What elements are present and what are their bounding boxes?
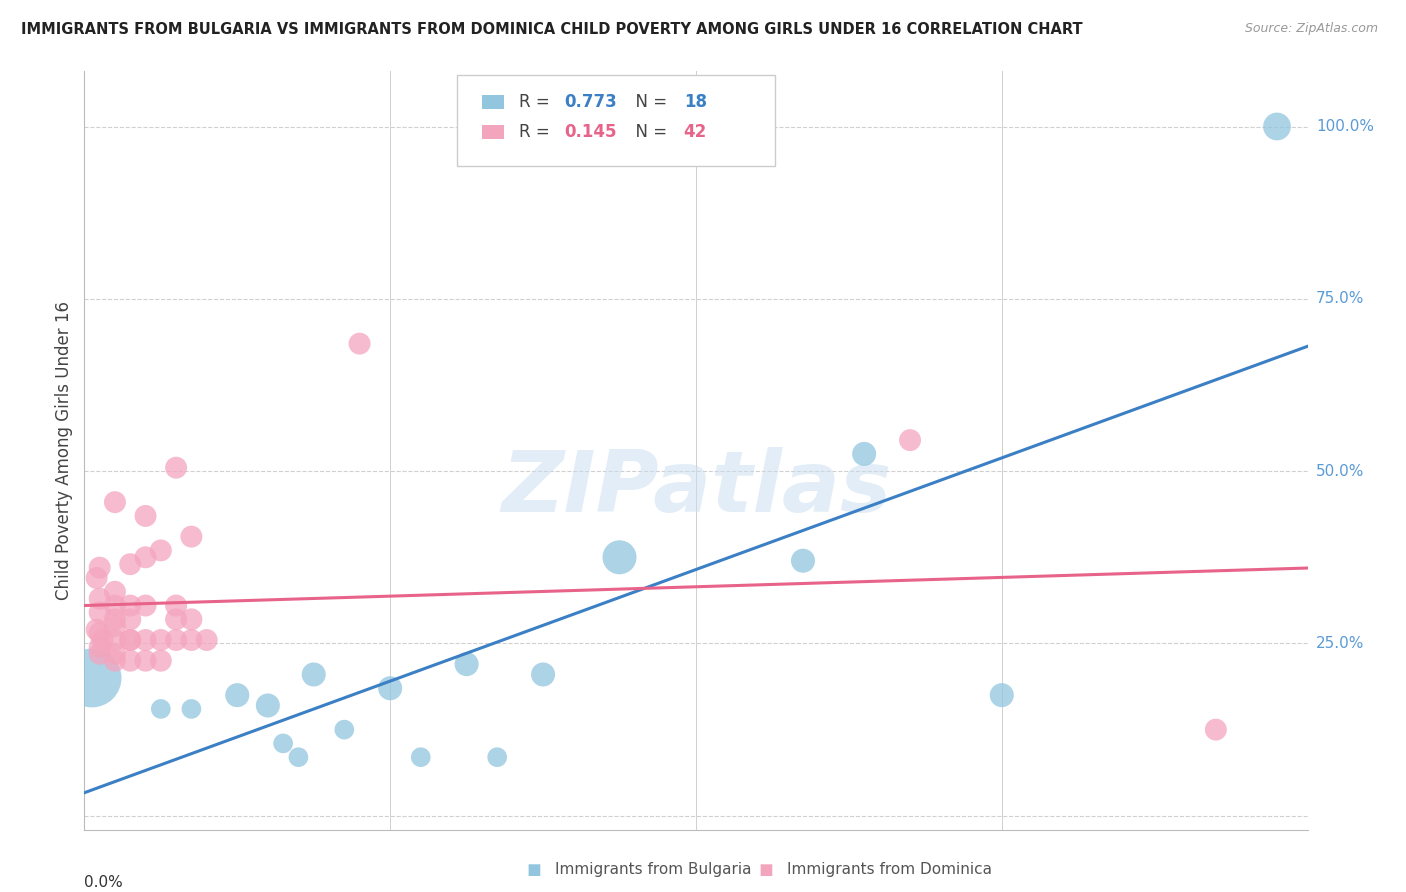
Point bbox=[609, 550, 631, 565]
Point bbox=[89, 647, 111, 661]
Point bbox=[180, 702, 202, 716]
Point bbox=[104, 654, 127, 668]
Text: ◼: ◼ bbox=[527, 861, 541, 879]
Point bbox=[531, 667, 554, 681]
Text: 42: 42 bbox=[683, 123, 707, 141]
Point bbox=[135, 654, 157, 668]
Point bbox=[89, 606, 111, 620]
Point bbox=[165, 612, 187, 626]
Point bbox=[89, 640, 111, 654]
Text: 0.145: 0.145 bbox=[564, 123, 616, 141]
Point bbox=[91, 633, 114, 648]
Y-axis label: Child Poverty Among Girls Under 16: Child Poverty Among Girls Under 16 bbox=[55, 301, 73, 600]
Point bbox=[1265, 120, 1288, 134]
Point bbox=[271, 736, 294, 750]
Point bbox=[149, 633, 172, 648]
Point bbox=[86, 623, 108, 637]
Point bbox=[333, 723, 356, 737]
Point bbox=[165, 599, 187, 613]
Point bbox=[149, 654, 172, 668]
Point bbox=[302, 667, 325, 681]
Text: R =: R = bbox=[519, 93, 554, 111]
Text: IMMIGRANTS FROM BULGARIA VS IMMIGRANTS FROM DOMINICA CHILD POVERTY AMONG GIRLS U: IMMIGRANTS FROM BULGARIA VS IMMIGRANTS F… bbox=[21, 22, 1083, 37]
Point bbox=[104, 612, 127, 626]
Text: N =: N = bbox=[626, 123, 672, 141]
Point bbox=[149, 543, 172, 558]
Point bbox=[104, 619, 127, 633]
Point bbox=[120, 612, 142, 626]
Point bbox=[792, 554, 814, 568]
Text: 18: 18 bbox=[683, 93, 707, 111]
Point bbox=[409, 750, 432, 764]
Point bbox=[104, 633, 127, 648]
Text: 25.0%: 25.0% bbox=[1316, 636, 1364, 651]
Point bbox=[120, 654, 142, 668]
Point bbox=[120, 599, 142, 613]
Point bbox=[135, 508, 157, 523]
Point bbox=[135, 599, 157, 613]
Point bbox=[89, 591, 111, 606]
Point bbox=[1205, 723, 1227, 737]
Text: 50.0%: 50.0% bbox=[1316, 464, 1364, 479]
Point bbox=[165, 633, 187, 648]
Point bbox=[287, 750, 309, 764]
Point bbox=[486, 750, 509, 764]
Point bbox=[195, 633, 218, 648]
Point bbox=[89, 560, 111, 574]
FancyBboxPatch shape bbox=[457, 75, 776, 166]
Text: ZIPatlas: ZIPatlas bbox=[501, 447, 891, 530]
Text: 0.773: 0.773 bbox=[564, 93, 617, 111]
Point bbox=[165, 460, 187, 475]
Point bbox=[180, 612, 202, 626]
Point bbox=[104, 647, 127, 661]
Point bbox=[180, 633, 202, 648]
Text: Immigrants from Dominica: Immigrants from Dominica bbox=[787, 863, 993, 877]
Text: R =: R = bbox=[519, 123, 554, 141]
Text: Immigrants from Bulgaria: Immigrants from Bulgaria bbox=[555, 863, 752, 877]
Point bbox=[456, 657, 478, 672]
Point bbox=[104, 495, 127, 509]
Text: ◼: ◼ bbox=[759, 861, 773, 879]
Point bbox=[86, 571, 108, 585]
Text: 75.0%: 75.0% bbox=[1316, 292, 1364, 306]
Text: 100.0%: 100.0% bbox=[1316, 119, 1374, 134]
Point bbox=[89, 626, 111, 640]
Text: 0.0%: 0.0% bbox=[84, 875, 124, 890]
Point bbox=[135, 633, 157, 648]
Point bbox=[104, 599, 127, 613]
Point bbox=[349, 336, 371, 351]
Point bbox=[135, 550, 157, 565]
Point bbox=[120, 557, 142, 572]
Point bbox=[226, 688, 249, 702]
Point bbox=[104, 584, 127, 599]
FancyBboxPatch shape bbox=[482, 95, 503, 109]
Point bbox=[149, 702, 172, 716]
Point bbox=[853, 447, 876, 461]
Point bbox=[380, 681, 402, 696]
Point bbox=[120, 633, 142, 648]
Point bbox=[180, 530, 202, 544]
Text: N =: N = bbox=[626, 93, 672, 111]
Point bbox=[898, 433, 921, 447]
Point bbox=[991, 688, 1014, 702]
Point bbox=[257, 698, 280, 713]
FancyBboxPatch shape bbox=[482, 125, 503, 139]
Point bbox=[80, 671, 103, 685]
Text: Source: ZipAtlas.com: Source: ZipAtlas.com bbox=[1244, 22, 1378, 36]
Point bbox=[120, 633, 142, 648]
